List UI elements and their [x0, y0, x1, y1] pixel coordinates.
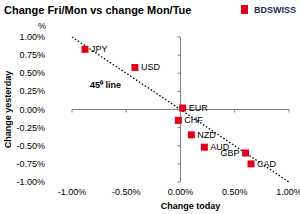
- point-label: USD: [141, 62, 161, 72]
- point-label: GBP: [221, 148, 240, 158]
- x-tick-label: -0.50%: [112, 187, 141, 197]
- plot-area: [72, 37, 289, 182]
- point: [242, 150, 249, 157]
- y-tick-label: 0.75%: [19, 50, 45, 60]
- y-tick-label: 0.50%: [19, 68, 45, 78]
- chart: Change Fri/Mon vs change Mon/Tue BDSWISS%…: [0, 0, 300, 214]
- y-tick-label: -0.25%: [16, 123, 45, 133]
- reference-line-label: 45⁰ line: [90, 80, 121, 90]
- y-tick-label: -0.75%: [16, 159, 45, 169]
- y-tick-label: 0.00%: [19, 105, 45, 115]
- point: [188, 131, 195, 138]
- x-axis-label: Change today: [161, 201, 221, 211]
- logo-text: BDSWISS: [254, 5, 296, 15]
- point: [179, 105, 186, 112]
- point-label: CHF: [184, 115, 203, 125]
- x-tick-label: -1.00%: [58, 187, 87, 197]
- y-tick: [178, 73, 181, 74]
- x-tick-label: 0.50%: [222, 187, 248, 197]
- point: [248, 160, 255, 167]
- y-tick: [178, 145, 181, 146]
- x-tick: [234, 110, 235, 113]
- y-tick-label: 0.25%: [19, 86, 45, 96]
- logo: BDSWISS: [241, 5, 296, 15]
- y-tick: [178, 37, 181, 38]
- logo-icon: [241, 5, 248, 14]
- point-label: NZD: [197, 130, 216, 140]
- y-tick: [178, 163, 181, 164]
- title: Change Fri/Mon vs change Mon/Tue: [4, 4, 191, 16]
- reference-line: [72, 37, 289, 182]
- y-tick-label: -1.00%: [16, 177, 45, 187]
- point-label: EUR: [189, 103, 209, 113]
- x-tick-label: 0.00%: [168, 187, 194, 197]
- y-tick: [178, 91, 181, 92]
- x-tick: [126, 110, 127, 113]
- y-tick-label: -0.50%: [16, 141, 45, 151]
- point-label: JPY: [91, 44, 108, 54]
- point: [175, 117, 182, 124]
- y-tick-label: 1.00%: [19, 32, 45, 42]
- y-axis-label: Change yesterday: [3, 71, 13, 149]
- y-tick: [178, 182, 181, 183]
- x-tick: [72, 110, 73, 113]
- y-tick: [178, 127, 181, 128]
- point-label: CAD: [257, 159, 277, 169]
- y-unit: %: [38, 21, 46, 31]
- y-tick: [178, 55, 181, 56]
- x-tick: [289, 110, 290, 113]
- point: [201, 144, 208, 151]
- point: [82, 46, 89, 53]
- point: [131, 64, 138, 71]
- x-tick-label: 1.00%: [276, 187, 300, 197]
